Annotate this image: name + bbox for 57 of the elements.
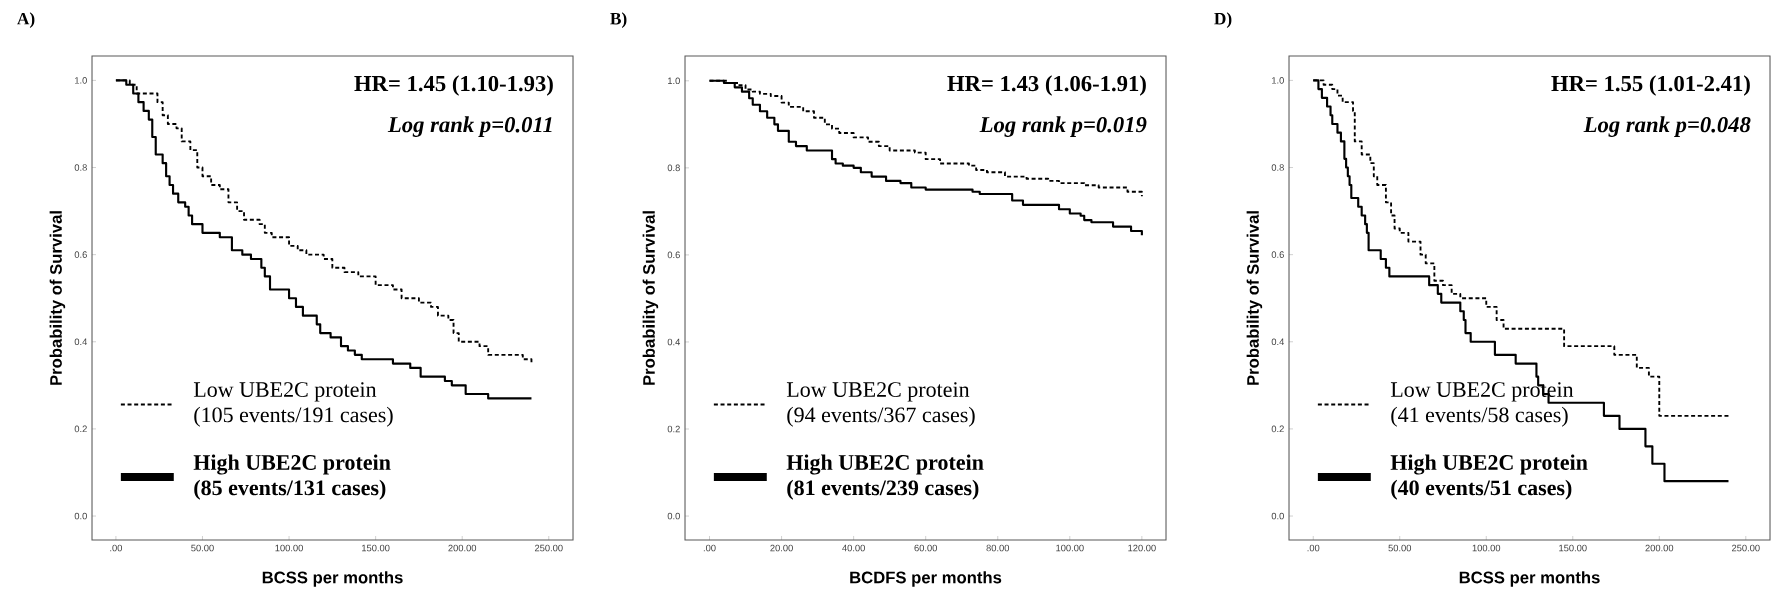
chart-title: B) (610, 12, 627, 29)
x-tick-label: 100.00 (1472, 544, 1501, 552)
legend-label: Low UBE2C protein (105 events/191 cases) (193, 382, 393, 427)
y-tick-label: 0.0 (74, 512, 87, 520)
y-tick-label: 0.8 (1271, 164, 1284, 171)
x-tick-label: 80.00 (986, 544, 1010, 552)
y-tick-label: 0.4 (1271, 338, 1285, 346)
x-tick-label: 50.00 (1388, 544, 1412, 552)
annotation: Log rank p=0.011 (387, 116, 552, 138)
annotation: Log rank p=0.048 (1583, 116, 1751, 138)
x-tick-label: 150.00 (1559, 544, 1587, 552)
y-axis-title: Probability of Survival (49, 211, 66, 386)
x-tick-label: 50.00 (191, 544, 214, 552)
y-tick-label: 0.2 (74, 425, 87, 433)
chart-title: A) (17, 12, 35, 29)
annotation: HR= 1.45 (1.10-1.93) (354, 75, 553, 96)
x-axis-title: BCSS per months (1459, 571, 1600, 587)
y-tick-label: 0.8 (74, 164, 87, 171)
legend-label: High UBE2C protein (85 events/131 cases) (193, 454, 391, 500)
legend-label: High UBE2C protein (40 events/51 cases) (1390, 454, 1588, 500)
y-axis-title: Probability of Survival (642, 211, 659, 386)
y-tick-label: 0.0 (1271, 512, 1284, 520)
x-tick-label: 100.00 (275, 544, 303, 552)
y-tick-label: 1.0 (668, 77, 680, 85)
y-tick-label: 0.6 (74, 251, 87, 259)
y-tick-label: 1.0 (75, 77, 87, 84)
x-tick-label: 20.00 (770, 544, 793, 552)
y-tick-label: 0.4 (74, 338, 88, 346)
y-tick-label: 0.6 (667, 251, 680, 259)
x-tick-label: .00 (110, 544, 123, 552)
y-axis-title: Probability of Survival (1246, 211, 1263, 386)
x-axis-title: BCSS per months (262, 571, 403, 587)
x-tick-label: 40.00 (842, 544, 865, 552)
legend-label: High UBE2C protein (81 events/239 cases) (786, 454, 984, 500)
x-tick-label: .00 (703, 544, 716, 552)
annotation: Log rank p=0.019 (979, 116, 1147, 138)
x-tick-label: 60.00 (914, 544, 938, 552)
y-tick-label: 0.0 (667, 512, 680, 520)
y-tick-label: 1.0 (1272, 77, 1284, 84)
y-tick-label: 0.8 (667, 164, 680, 172)
y-tick-label: 0.2 (667, 425, 680, 433)
chart-title: D) (1214, 12, 1232, 29)
x-tick-label: 200.00 (448, 544, 477, 552)
y-tick-label: 0.4 (667, 338, 681, 346)
x-tick-label: 120.00 (1128, 544, 1156, 552)
legend-label: Low UBE2C protein (94 events/367 cases) (786, 382, 975, 427)
x-tick-label: 250.00 (1731, 544, 1760, 552)
x-tick-label: .00 (1307, 544, 1320, 552)
x-tick-label: 200.00 (1645, 544, 1674, 552)
annotation: HR= 1.43 (1.06-1.91) (947, 75, 1146, 96)
y-tick-label: 0.2 (1271, 425, 1284, 433)
x-tick-label: 250.00 (534, 544, 563, 552)
annotation: HR= 1.55 (1.01-2.41) (1551, 75, 1750, 96)
x-tick-label: 150.00 (362, 544, 390, 552)
y-tick-label: 0.6 (1271, 251, 1284, 259)
x-axis-title: BCDFS per months (850, 571, 1002, 587)
x-tick-label: 100.00 (1056, 544, 1084, 552)
